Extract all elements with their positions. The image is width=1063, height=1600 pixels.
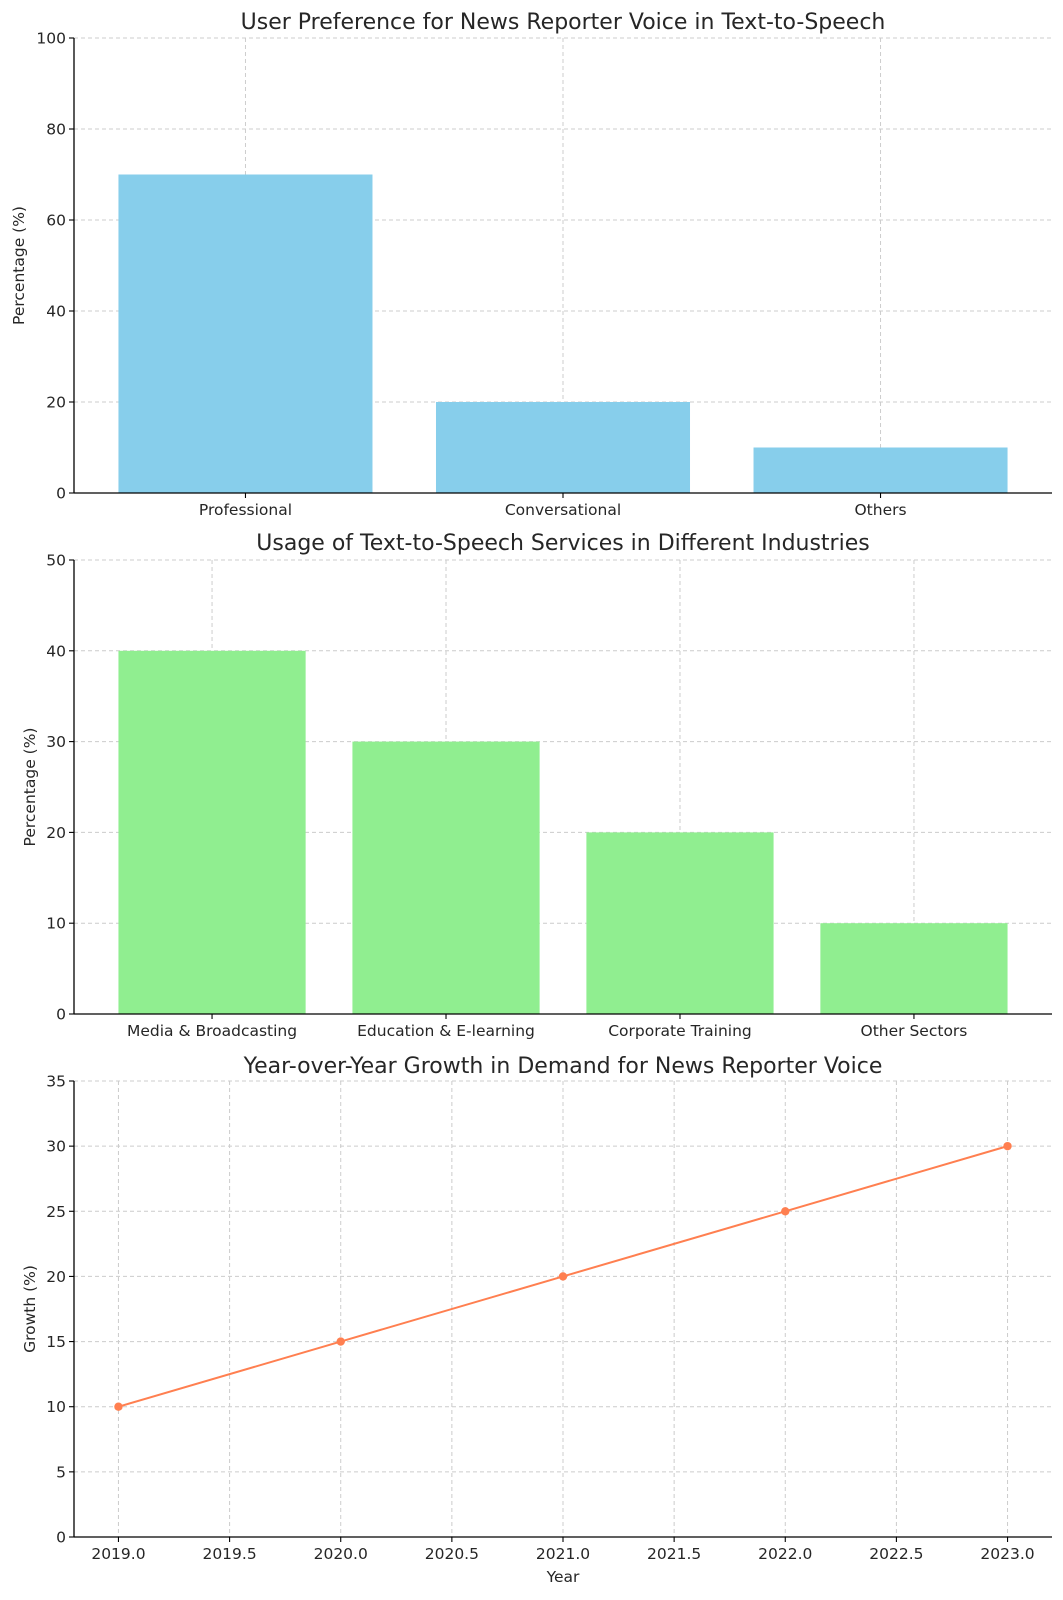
x-ticks: Media & Broadcasting Education & E-learni… — [127, 1014, 967, 1040]
bars — [118, 650, 1008, 1014]
x-tick-label: 2023.0 — [980, 1545, 1034, 1563]
y-tick-label: 5 — [56, 1463, 66, 1481]
data-point-1 — [114, 1402, 123, 1411]
x-tick-label: 2020.0 — [314, 1545, 368, 1563]
y-axis-label: Percentage (%) — [21, 728, 39, 847]
x-tick-label: Media & Broadcasting — [127, 1022, 297, 1040]
y-tick-label: 0 — [56, 1529, 66, 1547]
grid-lines — [74, 1080, 1052, 1538]
x-tick-label: 2021.0 — [536, 1545, 590, 1563]
bar-2 — [352, 741, 540, 1014]
y-ticks: 0 5 10 15 20 25 30 35 — [46, 1073, 74, 1547]
x-tick-label: Education & E-learning — [357, 1022, 535, 1040]
y-tick-label: 10 — [46, 915, 66, 933]
x-tick-label: Conversational — [505, 501, 621, 519]
y-tick-label: 0 — [56, 485, 66, 503]
chart-title: User Preference for News Reporter Voice … — [241, 10, 886, 35]
x-tick-label: 2019.0 — [91, 1545, 145, 1563]
y-tick-label: 25 — [46, 1203, 66, 1221]
y-tick-label: 20 — [46, 394, 66, 412]
y-axis-label: Percentage (%) — [10, 206, 28, 325]
x-tick-label: 2020.5 — [425, 1545, 479, 1563]
bar-3 — [586, 832, 774, 1014]
chart-title: Usage of Text-to-Speech Services in Diff… — [256, 531, 869, 556]
y-tick-label: 20 — [46, 1268, 66, 1286]
chart-panel-2: 0 10 20 30 40 50 Media & Broadcasting Education… — [21, 531, 1052, 1040]
y-tick-label: 80 — [46, 121, 66, 139]
y-tick-label: 30 — [46, 1138, 66, 1156]
y-tick-label: 60 — [46, 212, 66, 230]
x-ticks: 2019.0 2019.5 2020.0 2020.5 2021.0 2021.5 2022… — [91, 1537, 1035, 1563]
x-tick-label: 2019.5 — [202, 1545, 256, 1563]
bar-4 — [820, 923, 1008, 1014]
y-tick-label: 0 — [56, 1006, 66, 1024]
bar-2 — [435, 402, 691, 493]
x-axis-label: Year — [546, 1568, 580, 1586]
x-tick-label: 2022.0 — [758, 1545, 812, 1563]
y-tick-label: 10 — [46, 1398, 66, 1416]
bar-1 — [118, 650, 306, 1014]
y-tick-label: 20 — [46, 824, 66, 842]
y-tick-label: 15 — [46, 1333, 66, 1351]
x-tick-label: 2022.5 — [869, 1545, 923, 1563]
bar-1 — [118, 174, 373, 493]
x-tick-label: Other Sectors — [861, 1022, 968, 1040]
y-tick-label: 100 — [36, 30, 66, 48]
data-point-4 — [781, 1207, 790, 1216]
y-tick-label: 40 — [46, 642, 66, 660]
y-tick-label: 40 — [46, 303, 66, 321]
y-axis-label: Growth (%) — [21, 1265, 39, 1353]
x-ticks: Professional Conversational Others — [199, 493, 907, 519]
data-point-2 — [336, 1337, 345, 1346]
chart-title: Year-over-Year Growth in Demand for News… — [243, 1054, 883, 1079]
x-tick-label: Professional — [199, 501, 292, 519]
data-point-3 — [558, 1272, 568, 1281]
bars — [118, 174, 1008, 493]
bar-3 — [753, 447, 1008, 493]
data-point-5 — [1003, 1141, 1012, 1151]
y-tick-label: 35 — [46, 1073, 66, 1091]
chart-panel-1: 0 20 40 60 80 100 Professional Conversational Ot… — [10, 10, 1052, 519]
y-tick-label: 50 — [46, 552, 66, 570]
x-tick-label: 2021.5 — [647, 1545, 701, 1563]
y-tick-label: 30 — [46, 733, 66, 751]
series — [114, 1141, 1012, 1411]
y-ticks: 0 10 20 30 40 50 — [46, 552, 74, 1024]
y-ticks: 0 20 40 60 80 100 — [36, 30, 74, 503]
x-tick-label: Corporate Training — [608, 1022, 752, 1040]
x-tick-label: Others — [854, 501, 906, 519]
